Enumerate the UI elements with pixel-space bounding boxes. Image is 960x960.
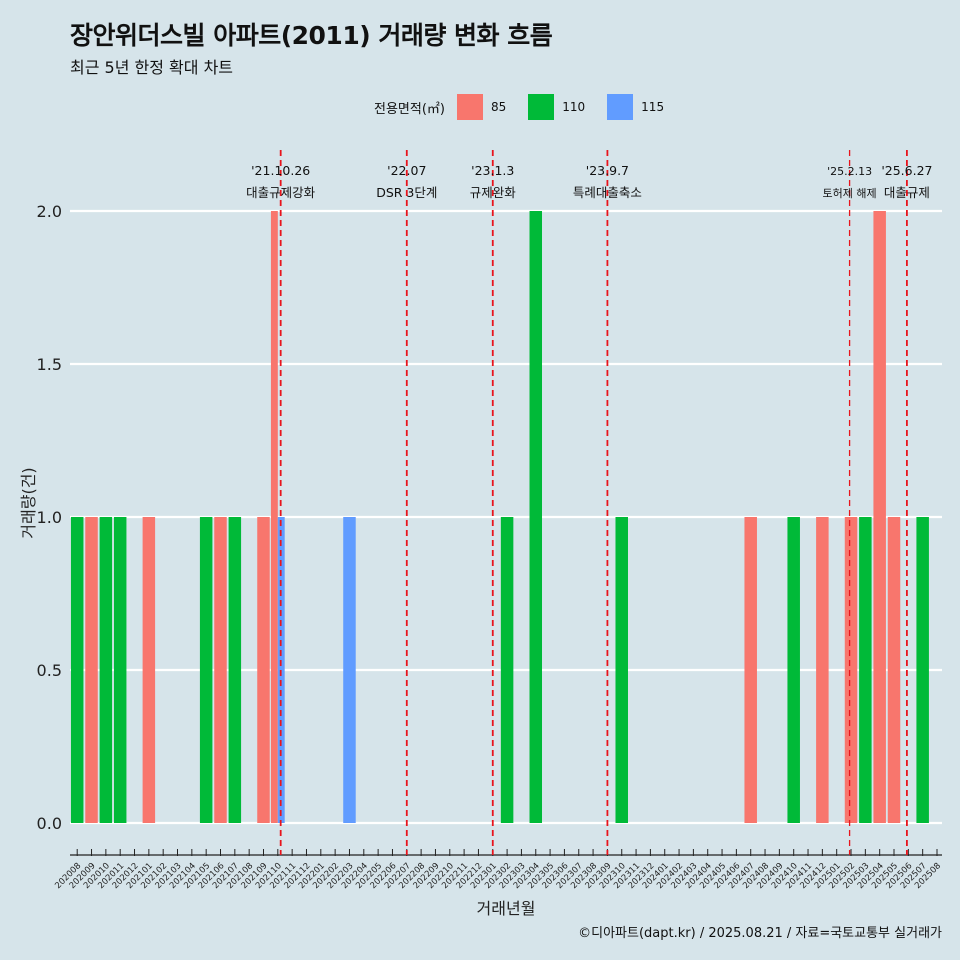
legend-label-115: 115 [641,100,665,114]
bar-202203-115 [343,517,356,823]
bar-202106-85 [214,517,227,823]
bar-202110-85 [270,211,278,823]
bar-202505-85 [887,517,901,823]
legend-swatch-110 [528,94,555,120]
chart-subtitle: 최근 5년 한정 확대 차트 [70,58,234,77]
bar-202503-110 [859,517,872,823]
event-name-label: 대출규제 [884,185,930,200]
y-tick-label: 1.0 [37,508,62,527]
legend-swatch-85 [456,94,483,120]
legend-title: 전용면적(㎡) [374,101,445,117]
source-caption: ©디아파트(dapt.kr) / 2025.08.21 / 자료=국토교통부 실… [578,926,942,941]
bar-202304-110 [529,211,543,823]
event-name-label: 특례대출축소 [573,185,642,200]
legend-item-85: 85 [456,94,518,120]
bar-202410-110 [787,517,800,823]
bar-202101-85 [142,517,156,823]
legend-item-115: 115 [607,94,676,120]
bar-202507-110 [916,517,929,823]
legend-item-110: 110 [528,94,597,120]
bar-202412-85 [816,517,829,823]
event-date-label: '22.07 [387,163,426,178]
event-name-label: 규제완화 [470,185,517,200]
x-axis-title: 거래년월 [477,899,536,918]
bar-202009-85 [85,517,98,823]
legend-swatch-115 [607,94,634,120]
event-date-label: '25.6.27 [881,163,932,178]
legend-label-110: 110 [562,100,586,114]
legend-label-85: 85 [490,100,507,114]
event-date-label: '23.9.7 [586,163,629,178]
event-date-label: '25.2.13 [827,165,872,178]
bar-202011-110 [113,517,127,823]
bar-202105-110 [199,517,213,823]
bar-202407-85 [744,517,757,823]
event-date-label: '21.10.26 [251,163,310,178]
event-name-label: 토허제 해제 [823,186,877,200]
bar-202008-110 [70,517,84,823]
chart-title: 장안위더스빌 아파트(2011) 거래량 변화 흐름 [70,21,553,50]
y-tick-label: 1.5 [37,355,62,374]
y-tick-label: 2.0 [37,202,62,221]
event-name-label: 대출규제강화 [246,185,316,200]
y-axis-title: 거래량(건) [19,467,38,538]
bar-202010-110 [99,517,113,823]
y-tick-label: 0.0 [37,814,62,833]
bar-202107-110 [228,517,242,823]
bar-202109-85 [257,517,270,823]
legend: 전용면적(㎡) 85 110 115 [374,93,686,121]
y-tick-label: 0.5 [37,661,62,680]
bar-202504-85 [873,211,886,823]
event-name-label: DSR 3단계 [376,185,437,200]
bar-202310-110 [615,517,628,823]
event-date-label: '23.1.3 [471,163,514,178]
bar-202502-85 [844,517,858,823]
bar-202302-110 [500,517,514,823]
